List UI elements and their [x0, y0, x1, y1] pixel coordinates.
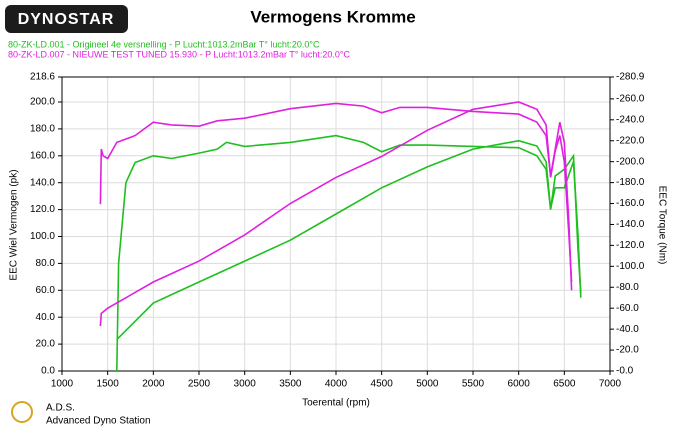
legend-entry: 80-ZK-LD.007 - NIEUWE TEST TUNED 15.930 …	[8, 49, 351, 59]
footer-title: A.D.S.	[46, 403, 75, 414]
y2-tick-label: -280.9	[616, 72, 645, 83]
y-tick-label: 140.0	[30, 177, 55, 188]
x-tick-label: 5000	[416, 379, 439, 390]
y-tick-label: 120.0	[30, 204, 55, 215]
y2-tick-label: -20.0	[616, 345, 639, 356]
torque-line	[99, 101, 573, 327]
x-tick-label: 3500	[279, 379, 302, 390]
y-tick-label: 160.0	[30, 150, 55, 161]
y-tick-label: 80.0	[36, 258, 56, 269]
y2-tick-label: -200.0	[616, 156, 645, 167]
y2-tick-label: -260.0	[616, 94, 645, 105]
y2-tick-label: -40.0	[616, 324, 639, 335]
logo: DYNOSTAR	[18, 11, 115, 28]
y-tick-label: 100.0	[30, 231, 55, 242]
y2-tick-label: -160.0	[616, 198, 645, 209]
y2-tick-label: -0.0	[616, 366, 634, 377]
x-tick-label: 3000	[234, 379, 257, 390]
y-tick-label: 218.6	[30, 72, 55, 83]
x-tick-label: 2000	[142, 379, 165, 390]
y-tick-label: 0.0	[41, 366, 55, 377]
y2-tick-label: -100.0	[616, 261, 645, 272]
footer-subtitle: Advanced Dyno Station	[46, 416, 151, 427]
y2-tick-label: -140.0	[616, 219, 645, 230]
x-tick-label: 6000	[508, 379, 531, 390]
torque-line	[116, 139, 582, 341]
y2-tick-label: -180.0	[616, 177, 645, 188]
y2-tick-label: -60.0	[616, 303, 639, 314]
y-tick-label: 20.0	[36, 339, 56, 350]
y-tick-label: 40.0	[36, 312, 56, 323]
x-tick-label: 6500	[553, 379, 576, 390]
x-tick-label: 4500	[371, 379, 394, 390]
y-tick-label: 200.0	[30, 97, 55, 108]
power-line	[116, 134, 582, 372]
y2-axis-title: EEC Torque (Nm)	[656, 186, 667, 265]
y-tick-label: 60.0	[36, 285, 56, 296]
logo-box	[5, 5, 128, 33]
y2-tick-label: -120.0	[616, 240, 645, 251]
y2-tick-label: -240.0	[616, 114, 645, 125]
x-tick-label: 1000	[51, 379, 74, 390]
legend-entry: 80-ZK-LD.001 - Origineel 4e versnelling …	[8, 39, 320, 49]
chart-title: Vermogens Kromme	[250, 7, 415, 26]
x-tick-label: 2500	[188, 379, 211, 390]
x-axis-title: Toerental (rpm)	[302, 398, 370, 409]
y2-tick-label: -220.0	[616, 135, 645, 146]
x-tick-label: 4000	[325, 379, 348, 390]
y-axis-title: EEC Wiel Vermogen (pk)	[9, 169, 20, 280]
x-tick-label: 5500	[462, 379, 485, 390]
x-tick-label: 7000	[599, 379, 622, 390]
footer-icon	[11, 401, 33, 423]
y-tick-label: 180.0	[30, 124, 55, 135]
plot-frame	[61, 76, 611, 372]
y2-tick-label: -80.0	[616, 282, 639, 293]
x-tick-label: 1500	[97, 379, 120, 390]
